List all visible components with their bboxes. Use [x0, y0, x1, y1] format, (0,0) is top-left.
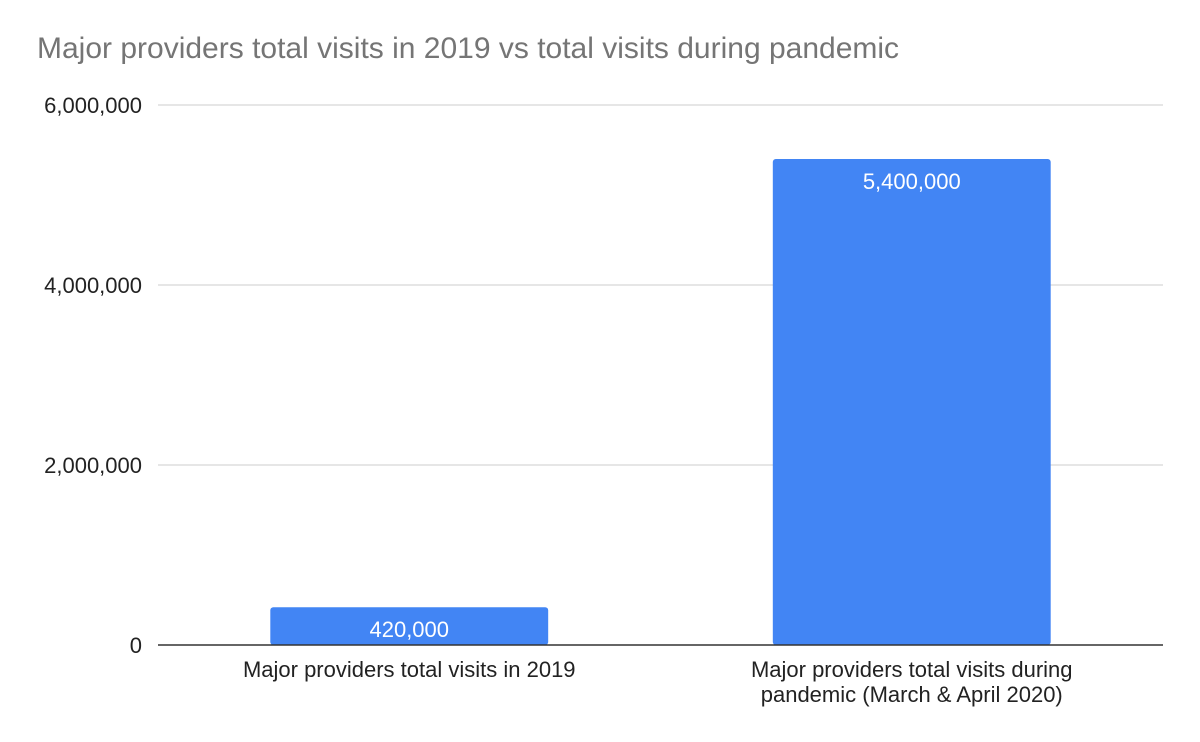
- x-category-label-line: Major providers total visits in 2019: [243, 657, 576, 682]
- x-category-label-line: Major providers total visits during: [751, 657, 1073, 682]
- y-tick-label: 0: [130, 633, 142, 658]
- x-category-label: Major providers total visits in 2019: [243, 657, 576, 682]
- bar-data-label: 5,400,000: [863, 169, 961, 194]
- bars: 420,000 5,400,000: [270, 159, 1051, 645]
- axes: 0 2,000,000 4,000,000 6,000,000 Major provid…: [44, 93, 1163, 707]
- chart-title: Major providers total visits in 2019 vs …: [37, 32, 900, 65]
- x-category-label: Major providers total visits during pande…: [751, 657, 1073, 707]
- y-tick-label: 2,000,000: [44, 453, 142, 478]
- bar-data-label: 420,000: [369, 617, 449, 642]
- bar: [772, 159, 1051, 645]
- y-tick-label: 4,000,000: [44, 273, 142, 298]
- x-category-label-line: pandemic (March & April 2020): [761, 682, 1063, 707]
- bar: [270, 607, 549, 645]
- y-tick-label: 6,000,000: [44, 93, 142, 118]
